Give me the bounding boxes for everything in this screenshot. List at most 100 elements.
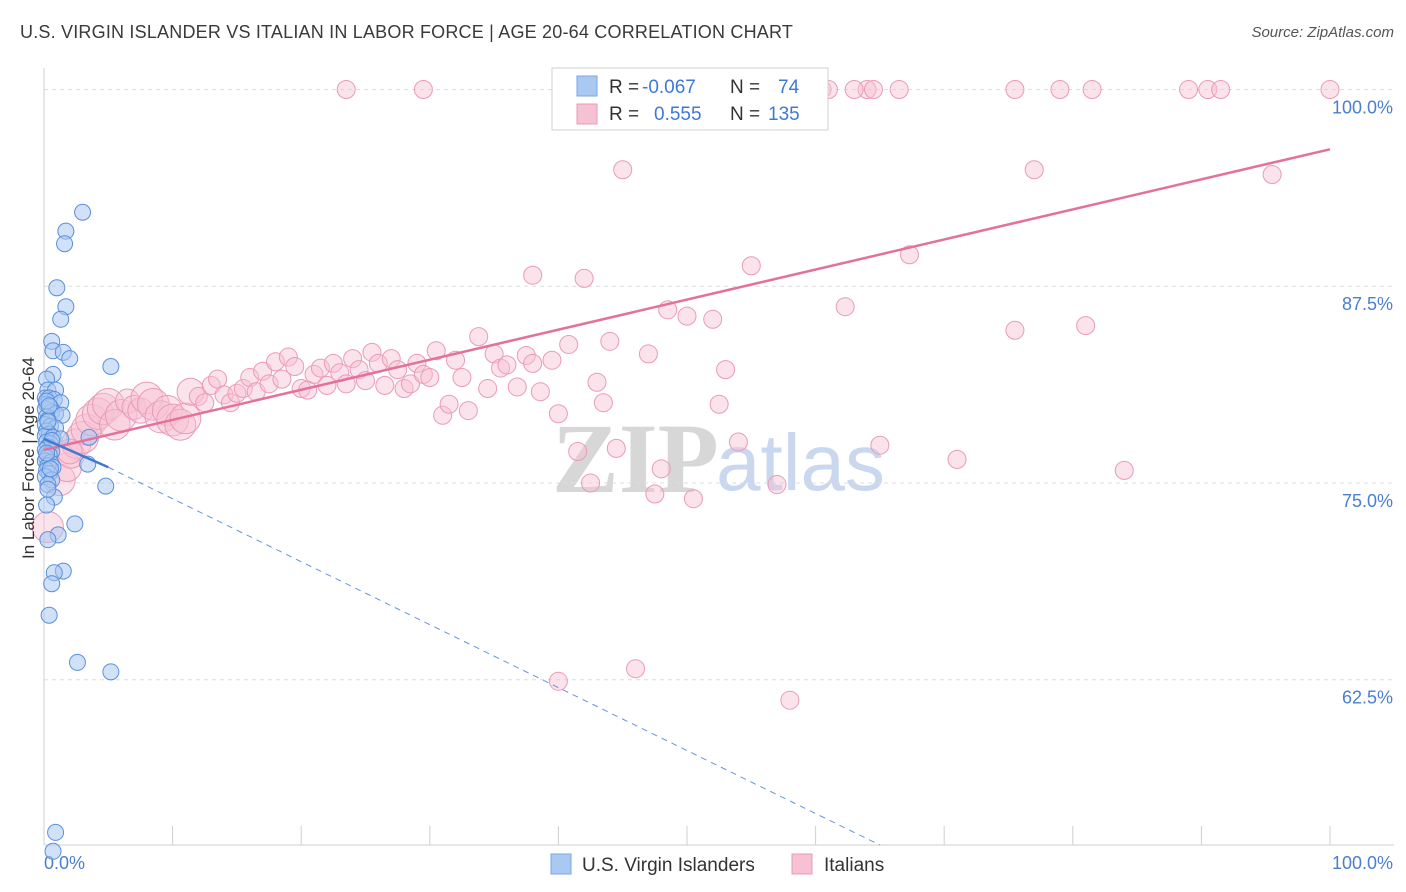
italians-point [497,355,517,375]
x-tick-label-max: 100.0% [1332,853,1393,873]
legend-r-label-pink: R = [609,104,639,125]
trend-lines [43,148,1331,846]
y-tick-label: 75.0% [1342,491,1393,511]
italians-point [452,368,472,388]
italians-point [285,357,305,377]
italians-point [716,360,736,380]
italians-point [478,379,498,399]
italians-point [677,306,697,326]
italians-point [413,79,433,99]
legend-n-value-pink: 135 [768,104,800,125]
italians-point [439,394,459,414]
italians-point [863,79,883,99]
italians-point [265,352,285,372]
virgin-islanders-point [52,310,70,328]
italians-point [507,377,527,397]
italians-point [1211,79,1231,99]
virgin-islanders-point [40,606,58,624]
italians-point [548,671,568,691]
italians-point [253,361,273,381]
virgin-islanders-point [102,663,120,681]
virgin-islanders-point [97,477,115,495]
italians-point [323,353,343,373]
y-tick-label: 87.5% [1342,294,1393,314]
italians-point [81,397,115,430]
italians-point [1005,320,1025,340]
italians-point [548,404,568,424]
italians-point [683,489,703,509]
italians-point [1024,160,1044,180]
italians-point [426,341,446,361]
italians-point [530,382,550,402]
virgin-islanders-point [47,823,65,841]
italians-point [606,438,626,458]
legend-r-value-blue: -0.067 [642,77,696,98]
italians-point [278,347,298,367]
italians-point [523,353,543,373]
italians-point [574,268,594,288]
legend-box [551,67,829,131]
italians-point [638,344,658,364]
series-legend-label-pink: Italians [824,855,884,876]
italians-point [767,475,787,495]
virgin-islanders-trend-line [43,437,109,469]
legend-r-value-pink: 0.555 [654,104,702,125]
italians-point [947,449,967,469]
italians-point [1076,316,1096,336]
italians-point [336,79,356,99]
virgin-islanders-point [41,460,59,478]
italians-point [401,374,421,394]
virgin-islanders-point [48,279,66,297]
italians-point [587,372,607,392]
italians-point [195,393,215,413]
italians-point [375,375,395,395]
italians-point [542,350,562,370]
italians-point [169,402,202,435]
virgin-islanders-point [102,358,120,376]
legend-r-label-blue: R = [609,77,639,98]
legend-swatch-blue [576,75,598,97]
legend-n-value-blue: 74 [778,77,800,98]
italians-point [469,327,489,347]
virgin-islanders-point [61,350,79,368]
italians-point [559,334,579,354]
italians-point [433,405,453,425]
italians-point [130,381,164,415]
italians-point [272,369,292,389]
italians-point [1179,79,1199,99]
italians-points [31,79,1340,710]
series-legend-swatch-pink [791,853,813,875]
italians-point [581,473,601,493]
italians-point [870,435,890,455]
italians-point [651,459,671,479]
virgin-islanders-points [36,203,120,860]
italians-point [259,374,279,394]
italians-point [600,331,620,351]
virgin-islanders-point [38,496,56,514]
italians-point [741,256,761,276]
virgin-islanders-point [66,515,84,533]
italians-point [458,401,478,421]
italians-point [568,442,588,461]
italians-point [310,358,330,378]
series-legend: U.S. Virgin Islanders Italians [550,853,884,876]
italians-point [1050,79,1070,99]
italians-point [233,379,253,399]
italians-point [362,342,382,362]
watermark: ZIP atlas [552,403,885,514]
italians-point [1005,79,1025,99]
italians-trend-line [43,148,1331,452]
legend-swatch-pink [576,103,598,125]
virgin-islanders-point [43,575,61,593]
virgin-islanders-point [68,653,86,671]
series-legend-label-blue: U.S. Virgin Islanders [582,855,755,876]
italians-point [420,368,440,388]
virgin-islanders-point [39,413,57,431]
italians-point [703,309,723,329]
chart-title: U.S. VIRGIN ISLANDER VS ITALIAN IN LABOR… [20,22,794,42]
virgin-islanders-point [39,480,57,498]
watermark-zip: ZIP [552,403,719,514]
italians-point [1114,460,1134,480]
italians-point [626,659,646,679]
